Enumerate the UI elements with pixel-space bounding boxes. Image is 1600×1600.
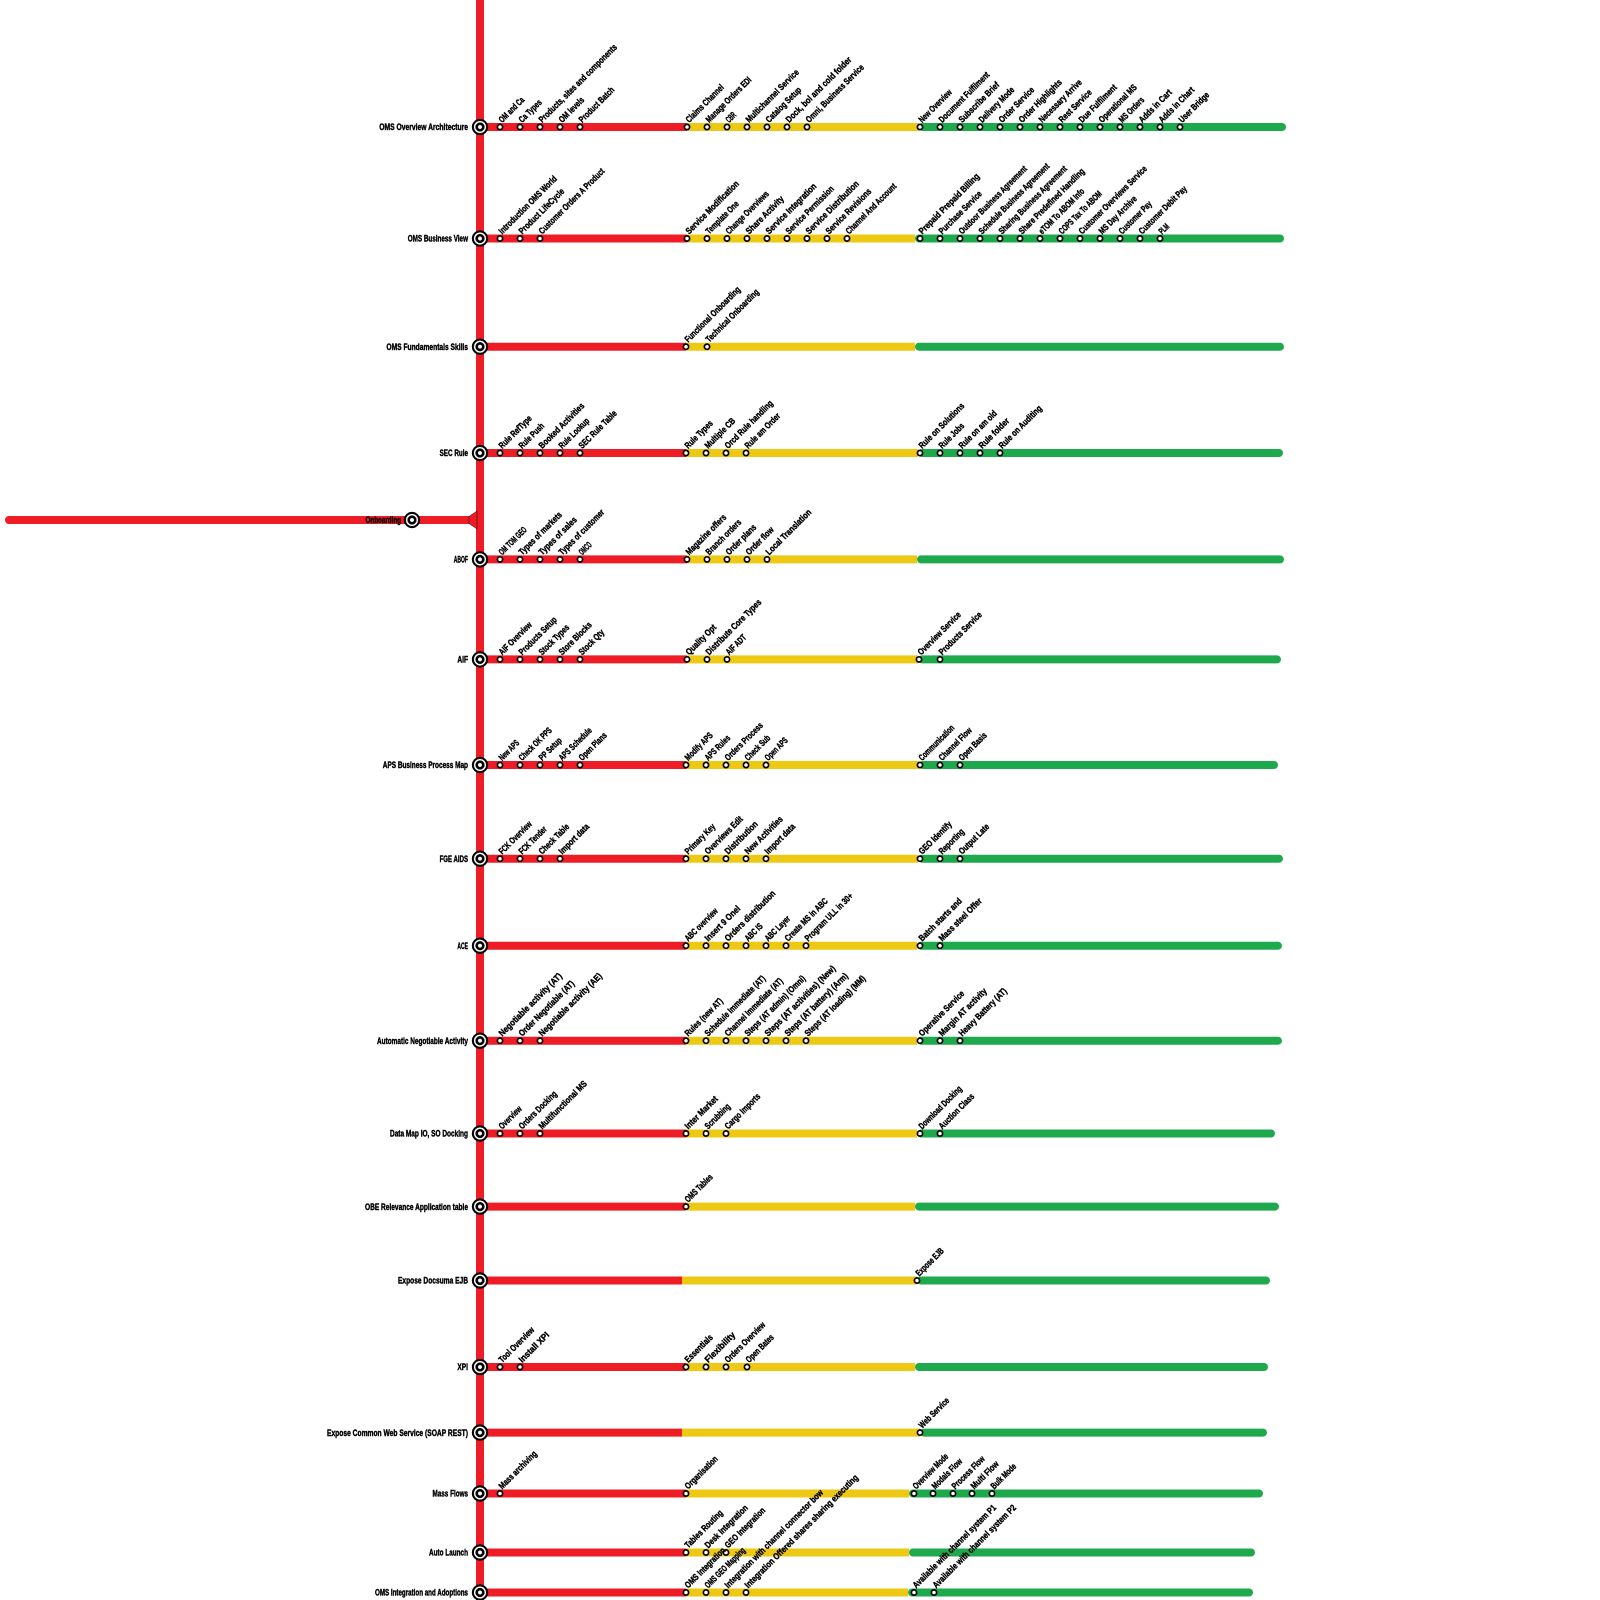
svg-text:APS Business Process Map: APS Business Process Map [383, 760, 469, 770]
svg-text:ABOF: ABOF [454, 555, 468, 565]
svg-text:ACE: ACE [457, 941, 468, 951]
svg-text:SEC Rule: SEC Rule [440, 448, 468, 458]
svg-text:Data Map IO, SO Docking: Data Map IO, SO Docking [390, 1129, 468, 1139]
svg-text:AIF: AIF [457, 655, 468, 665]
svg-text:XPI: XPI [457, 1362, 468, 1372]
svg-text:OMS Integration and Adoptions: OMS Integration and Adoptions [375, 1588, 468, 1598]
svg-text:Expose Common Web Service (SOA: Expose Common Web Service (SOAP REST) [327, 1428, 468, 1438]
svg-text:OMS Business View: OMS Business View [408, 234, 469, 244]
svg-text:OMS Fundamentals Skills: OMS Fundamentals Skills [386, 342, 468, 352]
svg-text:Automatic Negotiable Activity: Automatic Negotiable Activity [377, 1036, 468, 1046]
svg-text:Auto Launch: Auto Launch [429, 1548, 468, 1558]
svg-text:Mass Flows: Mass Flows [433, 1489, 469, 1499]
svg-text:OBE Relevance Application tabl: OBE Relevance Application table [365, 1202, 468, 1212]
svg-text:OMS Overview Architecture: OMS Overview Architecture [379, 122, 468, 132]
svg-text:Expose Docsuma EJB: Expose Docsuma EJB [398, 1276, 468, 1286]
svg-text:FGE AIDS: FGE AIDS [440, 854, 468, 864]
svg-text:Onboarding: Onboarding [366, 515, 402, 525]
